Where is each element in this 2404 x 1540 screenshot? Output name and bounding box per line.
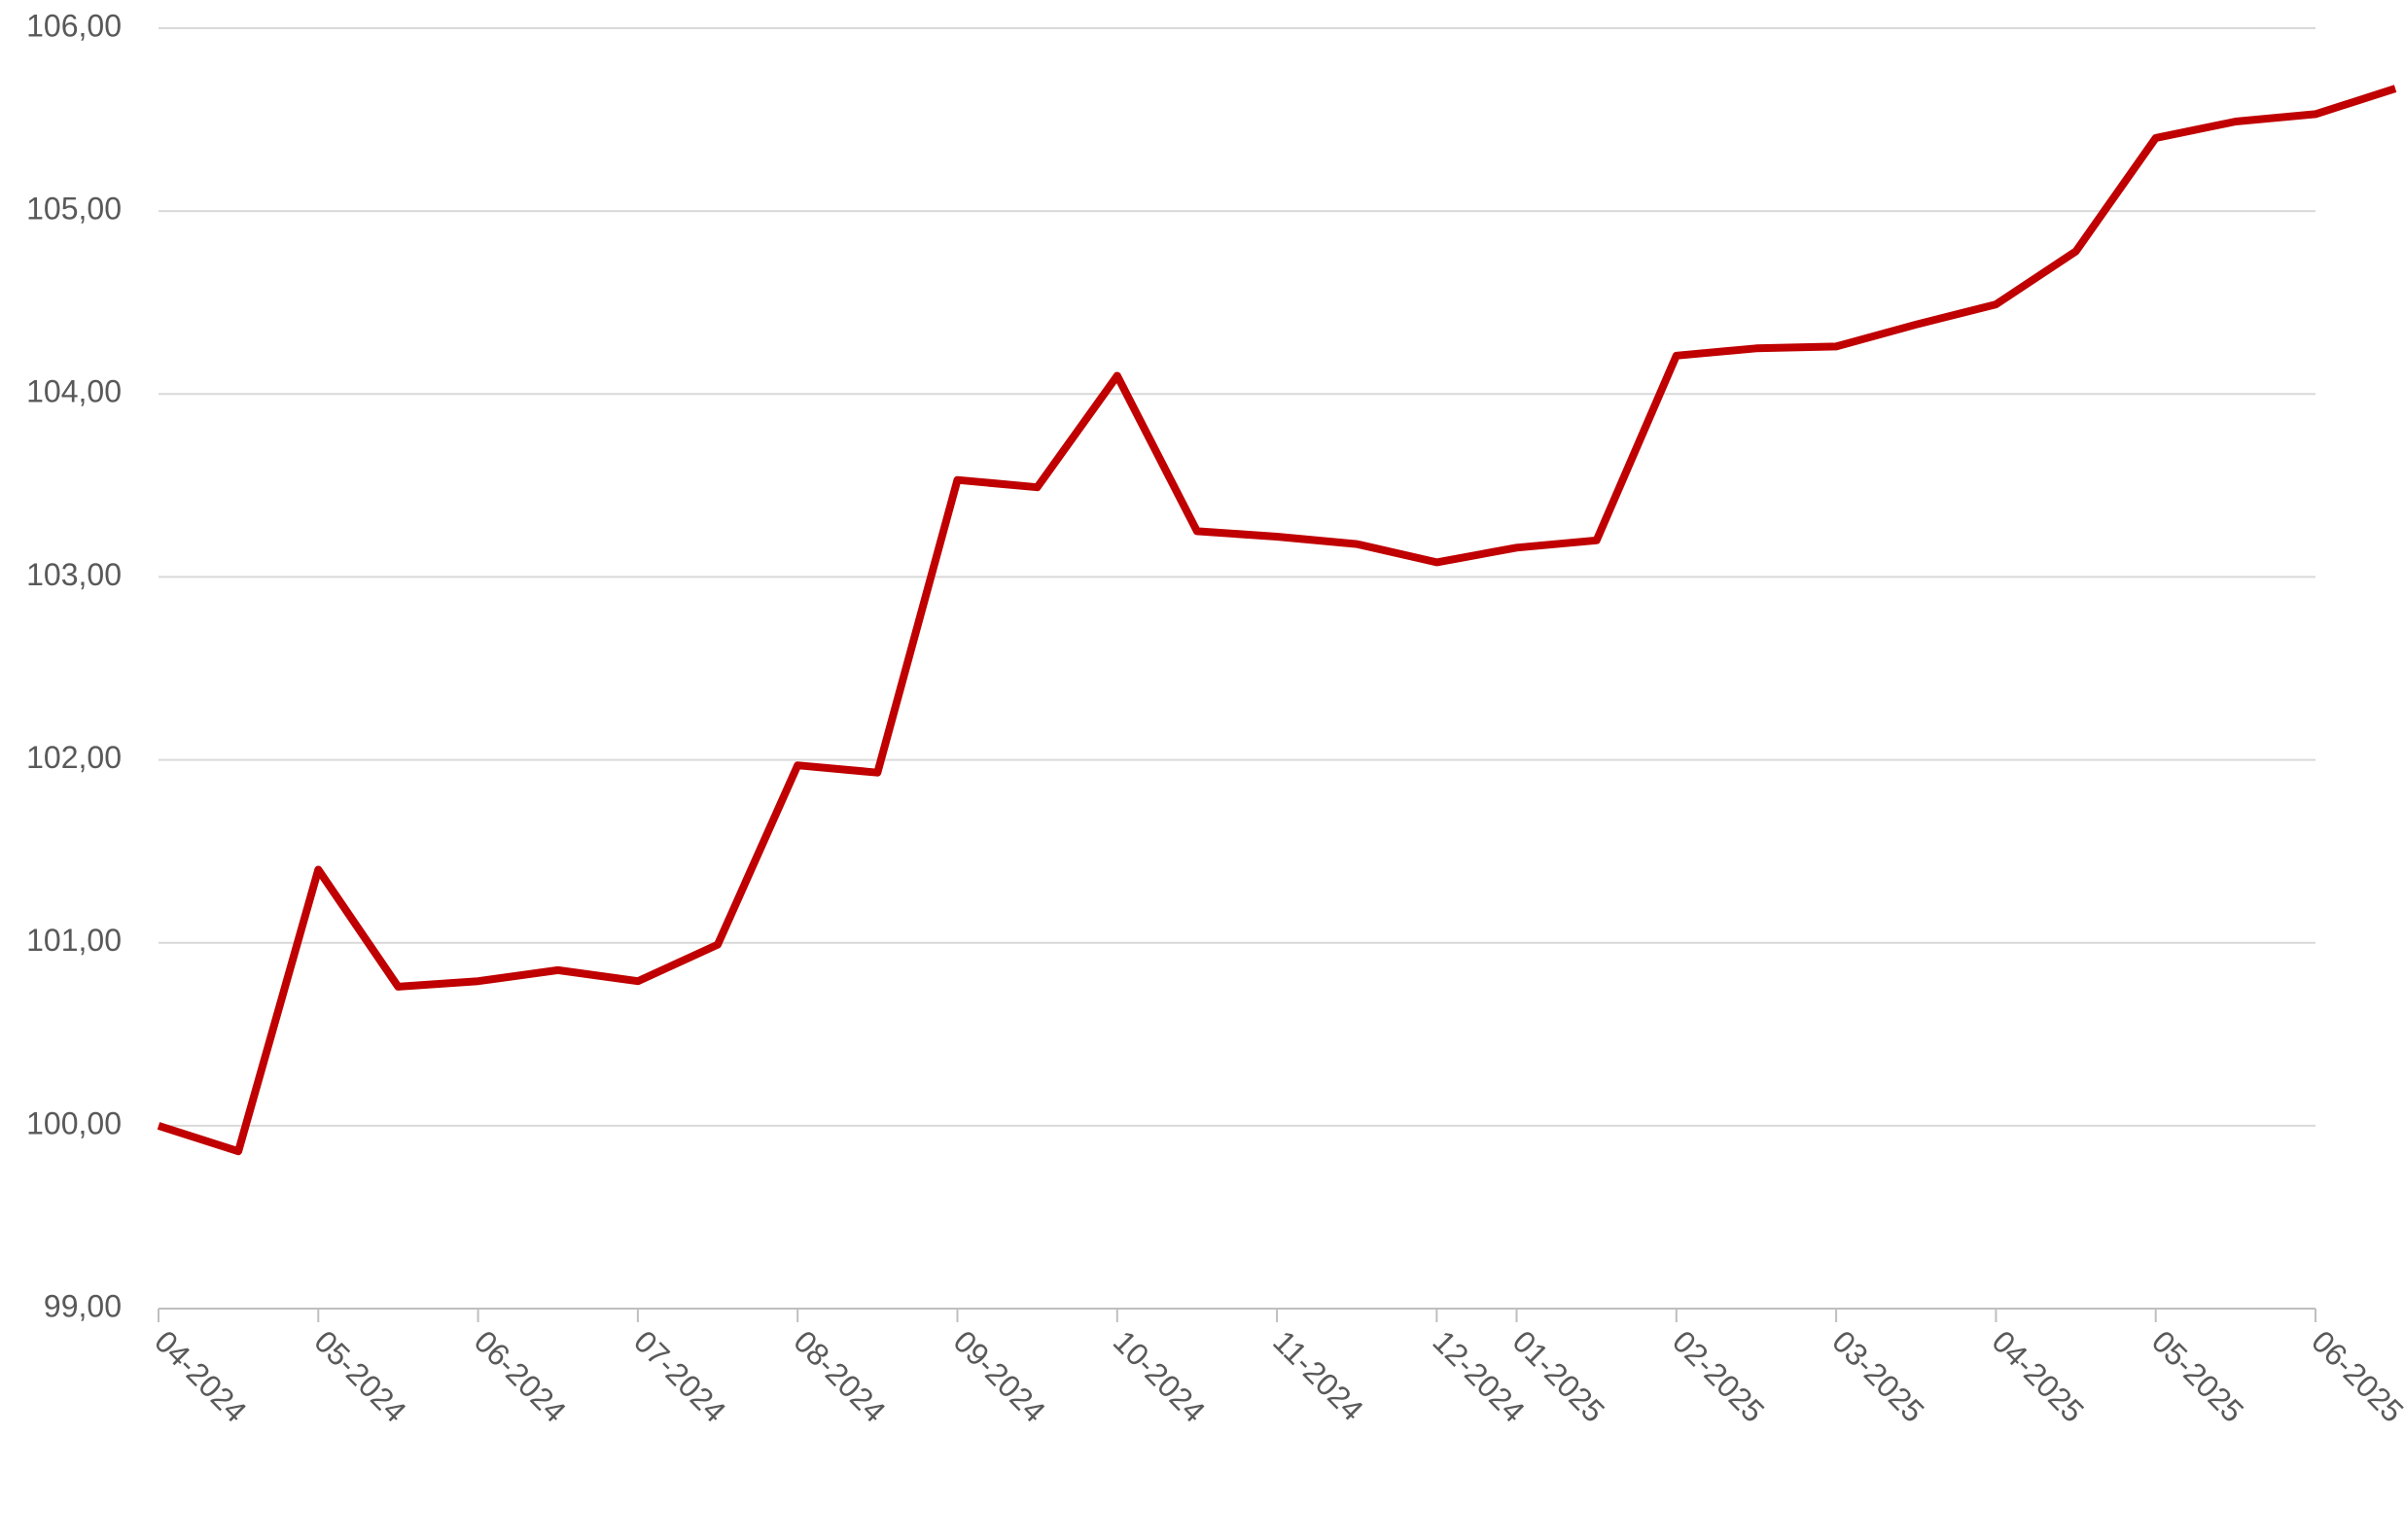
x-tick-label: 03-2025 xyxy=(1825,1323,1930,1428)
y-tick-label: 105,00 xyxy=(26,192,122,227)
x-tick-label: 04-2024 xyxy=(148,1323,253,1428)
x-tick-label: 06-2025 xyxy=(2305,1323,2404,1428)
y-tick-label: 102,00 xyxy=(26,740,122,775)
x-tick-label: 04-2025 xyxy=(1985,1323,2090,1428)
x-tick-label: 11-2024 xyxy=(1266,1323,1370,1427)
x-tick-label: 08-2024 xyxy=(787,1323,892,1428)
y-tick-label: 103,00 xyxy=(26,557,122,592)
x-tick-label: 05-2025 xyxy=(2145,1323,2250,1428)
y-tick-label: 106,00 xyxy=(26,8,122,43)
x-tick-label: 06-2024 xyxy=(468,1323,573,1428)
y-tick-label: 104,00 xyxy=(26,374,122,409)
x-tick-label: 02-2025 xyxy=(1666,1323,1771,1428)
data-line xyxy=(157,85,2397,1156)
x-tick-label: 10-2024 xyxy=(1107,1323,1212,1428)
y-tick-label: 101,00 xyxy=(26,923,122,958)
x-tick-label: 07-2024 xyxy=(627,1323,732,1428)
x-tick-label: 09-2024 xyxy=(947,1323,1052,1428)
y-tick-label: 99,00 xyxy=(44,1288,122,1323)
x-tick-label: 05-2024 xyxy=(307,1323,412,1428)
y-tick-label: 100,00 xyxy=(26,1105,122,1140)
